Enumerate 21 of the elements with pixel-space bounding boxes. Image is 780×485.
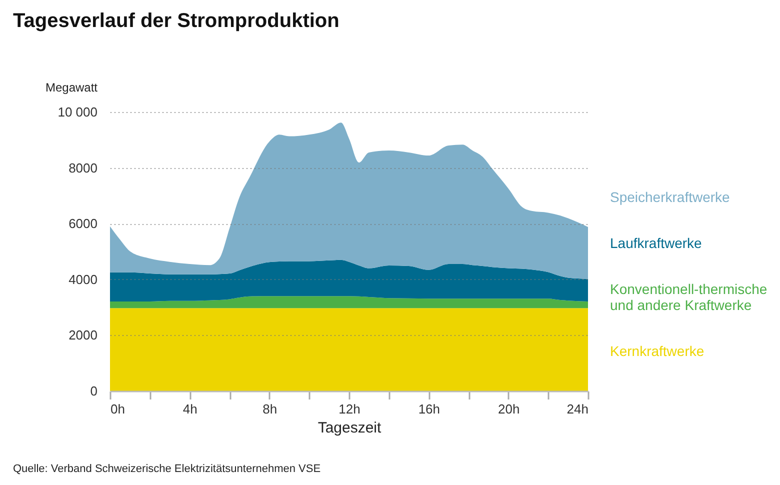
y-tick-label: 10 000: [58, 104, 98, 120]
x-tick-label: 20h: [498, 402, 520, 416]
series-label: Kernkraftwerke: [610, 343, 704, 359]
y-tick-label: 8000: [68, 160, 98, 176]
text: Speicherkraftwerke: [610, 189, 730, 205]
x-tick-label: 12h: [338, 402, 360, 416]
chart-title: Tagesverlauf der Stromproduktion: [13, 10, 340, 33]
x-tick-label: 24h: [566, 402, 588, 416]
x-tick-label: 4h: [182, 402, 198, 416]
y-tick-label: 0: [90, 384, 98, 398]
x-axis-title: Tageszeit: [318, 420, 382, 436]
y-tick-label: 6000: [68, 216, 98, 232]
x-tick-label: 0h: [110, 402, 125, 416]
y-tick-label: 4000: [68, 272, 98, 287]
source-note: Quelle: Verband Schweizerische Elektrizitätsunternehmen VSE: [13, 463, 321, 475]
y-axis-title: Megawatt: [45, 80, 98, 94]
x-tick-label: 8h: [262, 402, 278, 416]
x-tick-label: 16h: [418, 402, 440, 416]
text: Laufkraftwerke: [610, 235, 702, 251]
y-tick-label: 2000: [68, 328, 98, 343]
series-label: Konventionell-thermische und andere Kraftwerke: [610, 281, 768, 313]
